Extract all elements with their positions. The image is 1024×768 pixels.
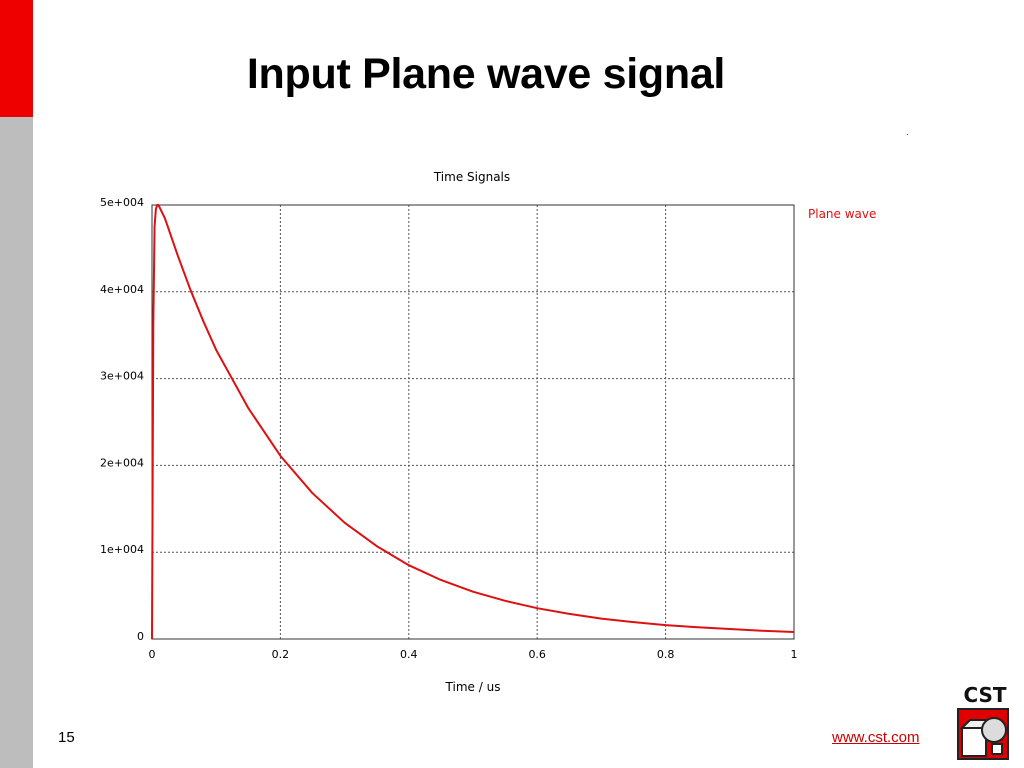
y-tick-label-1: 1e+004: [100, 543, 144, 556]
stray-dot: ·: [906, 130, 909, 139]
slide-title: Input Plane wave signal: [246, 50, 726, 98]
series-line-0: [151, 204, 795, 640]
chart-title: Time Signals: [433, 170, 510, 184]
x-axis-ticks: 0 0.2 0.4 0.6 0.8 1: [149, 648, 798, 661]
website-link[interactable]: www.cst.com: [832, 729, 920, 746]
plot-area-frame: [151, 204, 795, 640]
sidebar-red-block: [0, 0, 33, 117]
y-axis-ticks: 0 1e+004 2e+004 3e+004 4e+004 5e+004: [100, 196, 144, 643]
cst-logo: CST: [957, 683, 1009, 760]
legend-entry-plane-wave: Plane wave: [808, 207, 876, 221]
x-tick-label-1: 0.2: [272, 648, 290, 661]
y-tick-label-3: 3e+004: [100, 370, 144, 383]
y-tick-label-5: 5e+004: [100, 196, 144, 209]
logo-sphere: [981, 717, 1007, 743]
x-tick-label-5: 1: [791, 648, 798, 661]
cst-logo-text: CST: [963, 683, 1006, 707]
x-tick-label-3: 0.6: [528, 648, 546, 661]
chart-grid: [152, 205, 794, 639]
logo-small-block: [991, 743, 1003, 755]
y-tick-label-2: 2e+004: [100, 456, 144, 469]
y-tick-label-4: 4e+004: [100, 283, 144, 296]
time-signals-chart: Time Signals 0 1e+004 2e+004 3e+004 4e+004 5e…: [100, 170, 876, 694]
x-tick-label-4: 0.8: [657, 648, 675, 661]
x-axis-label: Time / us: [445, 680, 501, 694]
y-tick-label-0: 0: [137, 630, 144, 643]
sidebar-gray-strip: [0, 0, 33, 768]
series-layer: [151, 204, 795, 640]
x-tick-label-2: 0.4: [400, 648, 418, 661]
page-number: 15: [58, 729, 75, 746]
x-tick-label-0: 0: [149, 648, 156, 661]
